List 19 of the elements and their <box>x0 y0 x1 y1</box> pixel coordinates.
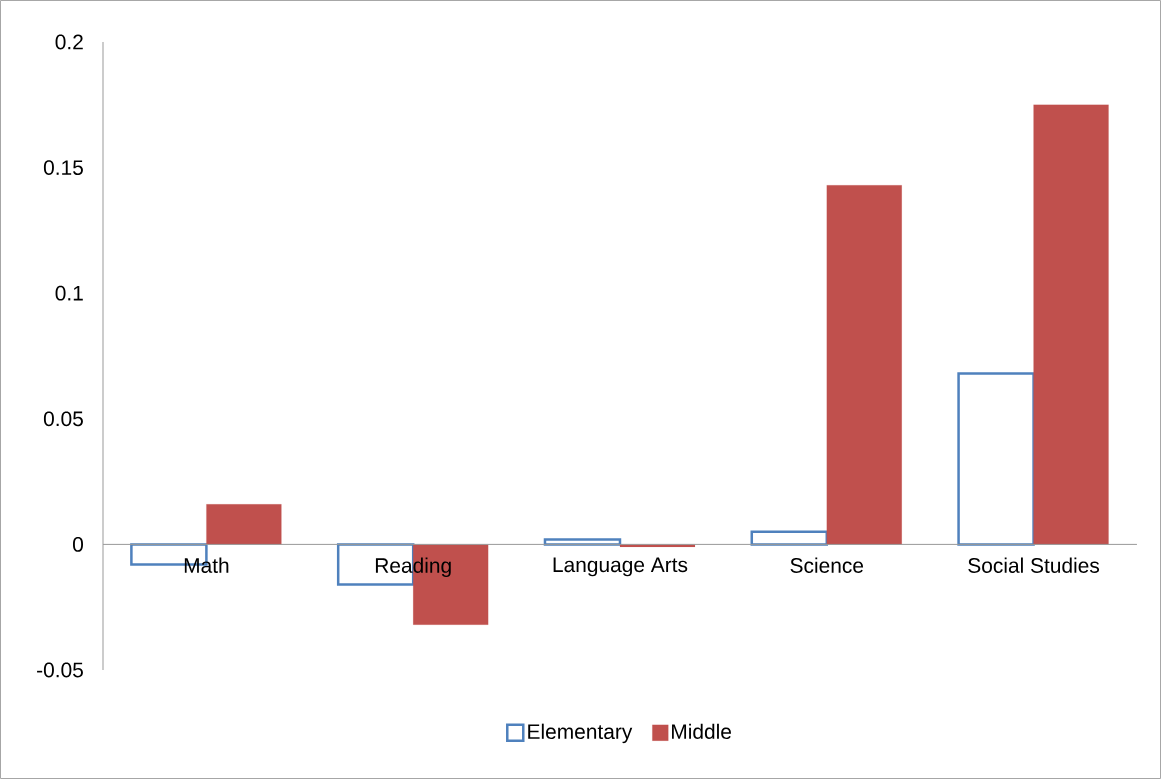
bar <box>543 538 622 546</box>
bar <box>619 544 696 547</box>
bar <box>206 504 282 545</box>
bar <box>826 185 902 545</box>
y-tick-label: 0.15 <box>43 160 83 175</box>
legend-label: Middle <box>672 723 731 740</box>
y-tick-label: 0.05 <box>43 411 83 427</box>
y-tick-label: 0.1 <box>55 285 83 301</box>
legend-label: Elementary <box>528 723 633 744</box>
x-tick-label: Social Studies <box>968 557 1100 573</box>
y-tick-label: 0.2 <box>55 34 83 50</box>
y-tick-label: 0 <box>73 536 84 552</box>
x-tick-label: Math <box>184 557 229 573</box>
x-tick-label: Science <box>790 557 864 573</box>
x-tick-label: Language Arts <box>553 557 688 577</box>
y-tick-label: -0.05 <box>37 662 83 678</box>
bar <box>750 530 829 546</box>
bar <box>957 372 1035 546</box>
bar <box>1033 104 1109 545</box>
